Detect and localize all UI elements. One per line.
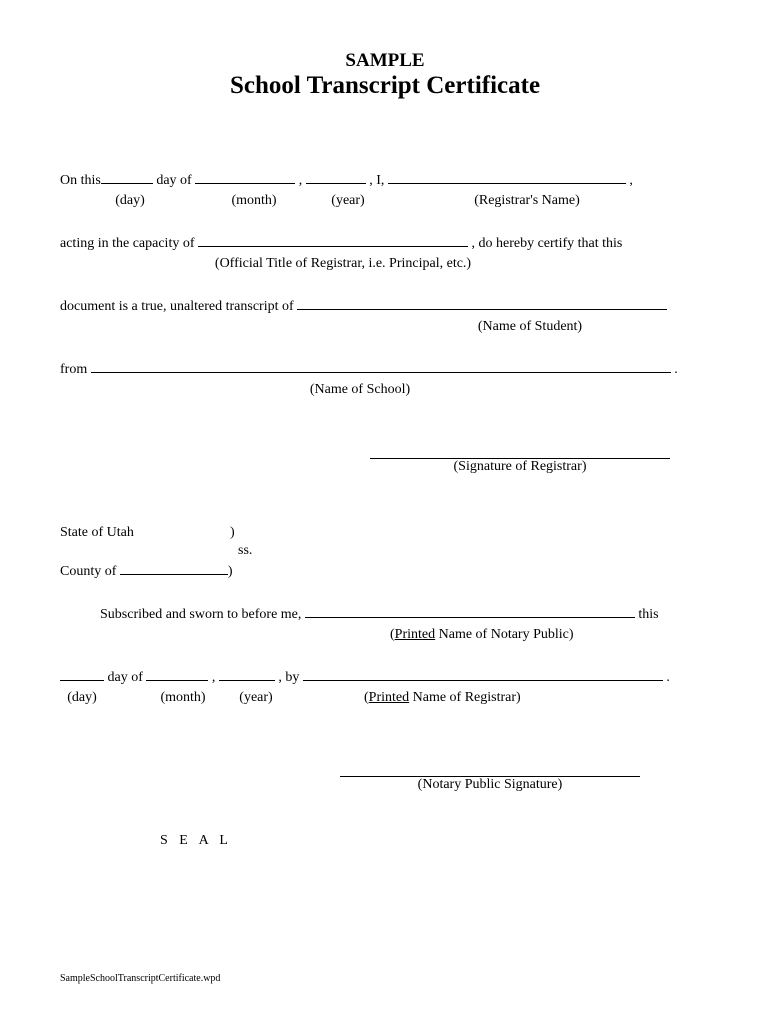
filename-text: SampleSchoolTranscriptCertificate.wpd: [60, 973, 220, 984]
year-blank[interactable]: [306, 170, 366, 184]
document-page: SAMPLE School Transcript Certificate On …: [0, 0, 770, 879]
registrar-printed-hint: (Printed Name of Registrar): [364, 690, 521, 706]
day-of-text: day of: [153, 173, 195, 188]
notary-day-of: day of: [104, 670, 146, 685]
subscribed-hints: ((PrintedPrinted Name of Notary Public): [60, 627, 710, 643]
i-text: , I,: [366, 173, 388, 188]
transcript-line: document is a true, unaltered transcript…: [60, 296, 710, 315]
notary-day-hint: (day): [60, 690, 104, 706]
notary-year-hint: (year): [228, 690, 284, 706]
ss-text: ss.: [238, 543, 252, 558]
on-this-text: On this: [60, 173, 101, 188]
county-text: County of: [60, 564, 120, 579]
notary-day-blank[interactable]: [60, 667, 104, 681]
main-title: School Transcript Certificate: [60, 72, 710, 100]
title-block: SAMPLE School Transcript Certificate: [60, 50, 710, 100]
registrar-signature-block: (Signature of Registrar): [370, 458, 710, 475]
month-hint: (month): [204, 193, 304, 209]
student-blank[interactable]: [297, 296, 667, 310]
line1-hints: (day) (month) (year) (Registrar's Name): [60, 193, 710, 209]
acting-text: acting in the capacity of: [60, 236, 198, 251]
line3-hints: (Name of Student): [60, 319, 710, 335]
county-line: County of ): [60, 561, 710, 580]
notary-period: .: [663, 670, 670, 685]
comma-text: ,: [295, 173, 306, 188]
notary-signature-block: (Notary Public Signature): [340, 776, 710, 793]
capacity-blank[interactable]: [198, 233, 468, 247]
student-hint: (Name of Student): [430, 319, 630, 335]
day-hint: (day): [104, 193, 156, 209]
notary-signature-label: (Notary Public Signature): [340, 777, 640, 793]
paren1: ): [230, 525, 235, 540]
registrar-signature-label: (Signature of Registrar): [370, 459, 670, 475]
this-text: this: [635, 607, 659, 622]
printed1-text: ((PrintedPrinted: [390, 627, 435, 642]
seal-text: S E A L: [160, 833, 710, 849]
by-text: , by: [275, 670, 303, 685]
month-blank[interactable]: [195, 170, 295, 184]
period-text: .: [671, 362, 678, 377]
subscribed-text: Subscribed and sworn to before me,: [100, 607, 305, 622]
notary-comma: ,: [208, 670, 219, 685]
capacity-line: acting in the capacity of , do hereby ce…: [60, 233, 710, 252]
notary-name-blank[interactable]: [305, 604, 635, 618]
county-blank[interactable]: [120, 561, 228, 575]
title-hint: (Official Title of Registrar, i.e. Princ…: [208, 256, 478, 272]
line4-hints: (Name of School): [60, 382, 710, 398]
notary-hint: ((PrintedPrinted Name of Notary Public): [390, 627, 574, 643]
document-text: document is a true, unaltered transcript…: [60, 299, 297, 314]
school-hint: (Name of School): [260, 382, 460, 398]
from-text: from: [60, 362, 91, 377]
sample-label: SAMPLE: [60, 50, 710, 72]
registrar-hint: (Registrar's Name): [408, 193, 646, 209]
trailing-comma: ,: [626, 173, 633, 188]
date-line: On this day of , , I, ,: [60, 170, 710, 189]
jurat-block: State of Utah) ss. County of ) Subscribe…: [60, 525, 710, 706]
registrar-printed-blank[interactable]: [303, 667, 663, 681]
notary-month-blank[interactable]: [146, 667, 208, 681]
day-blank[interactable]: [101, 170, 153, 184]
notary-month-hint: (month): [152, 690, 214, 706]
year-hint: (year): [318, 193, 378, 209]
notary-date-hints: (day) (month) (year) (Printed Name of Regis…: [60, 690, 710, 706]
subscribed-line: Subscribed and sworn to before me, this: [60, 604, 710, 623]
ss-line: ss.: [60, 543, 710, 559]
notary-date-line: day of , , by .: [60, 667, 710, 686]
state-text: State of Utah: [60, 525, 230, 541]
state-line: State of Utah): [60, 525, 710, 541]
certify-text: , do hereby certify that this: [468, 236, 622, 251]
line2-hints: (Official Title of Registrar, i.e. Princ…: [60, 256, 710, 272]
from-line: from .: [60, 359, 710, 378]
school-blank[interactable]: [91, 359, 671, 373]
registrar-name-blank[interactable]: [388, 170, 626, 184]
notary-year-blank[interactable]: [219, 667, 275, 681]
paren2: ): [228, 564, 233, 579]
